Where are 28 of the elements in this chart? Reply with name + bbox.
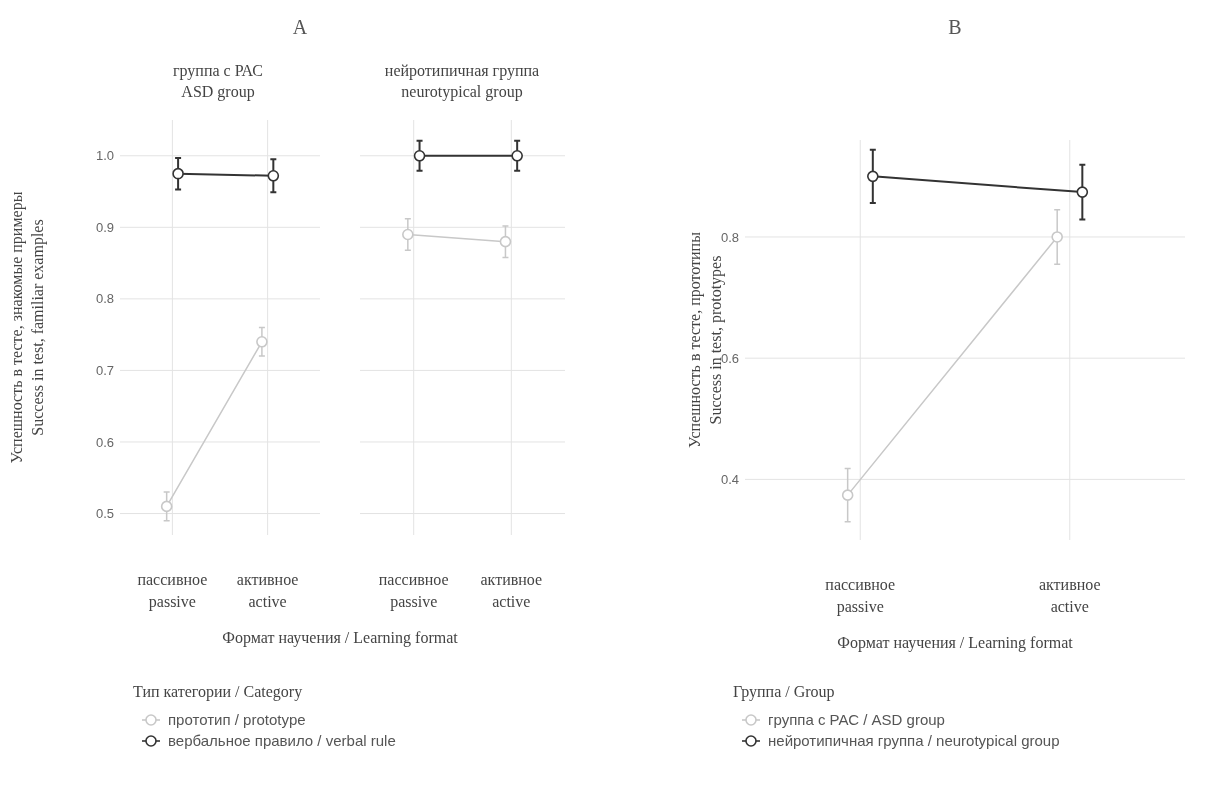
y-tick-label: 0.7 (95, 362, 114, 378)
legend-label: прототип / prototype (168, 711, 306, 729)
y-tick-label: 0.8 (720, 229, 739, 245)
y-tick-label: 0.6 (95, 434, 114, 450)
y-axis-title: Успешность в тесте, знакомые примеры Success in test, familiar examples (8, 191, 47, 464)
y-tick-label: 0.4 (720, 471, 739, 487)
legend-label: нейротипичная группа / neurotypical group (768, 732, 1060, 750)
x-tick-label: активное active (1038, 576, 1101, 615)
chart-subtitle: группа с РАС ASD group (173, 62, 263, 101)
legend-title: Тип категории / Category (133, 683, 303, 701)
chart-title: B (948, 16, 962, 38)
x-tick-label: пассивное passive (825, 576, 896, 616)
chart-subtitle: нейротипичная группа neurotypical group (384, 62, 540, 101)
x-tick-label: пассивное passive (378, 571, 449, 611)
x-axis-title: Формат научения / Learning format (222, 629, 459, 647)
y-tick-label: 0.8 (95, 291, 114, 307)
chart-title: A (292, 16, 308, 38)
y-tick-label: 1.0 (95, 148, 114, 164)
y-tick-label: 0.5 (95, 506, 114, 522)
x-tick-label: пассивное passive (137, 571, 208, 611)
x-tick-label: активное active (236, 571, 299, 610)
legend-label: вербальное правило / verbal rule (168, 732, 396, 750)
legend-label: группа с РАС / ASD group (768, 711, 945, 729)
y-tick-label: 0.9 (95, 219, 114, 235)
legend-title: Группа / Group (733, 683, 835, 701)
x-axis-title: Формат научения / Learning format (837, 634, 1074, 652)
x-tick-label: активное active (480, 571, 543, 610)
y-tick-label: 0.6 (720, 350, 739, 366)
